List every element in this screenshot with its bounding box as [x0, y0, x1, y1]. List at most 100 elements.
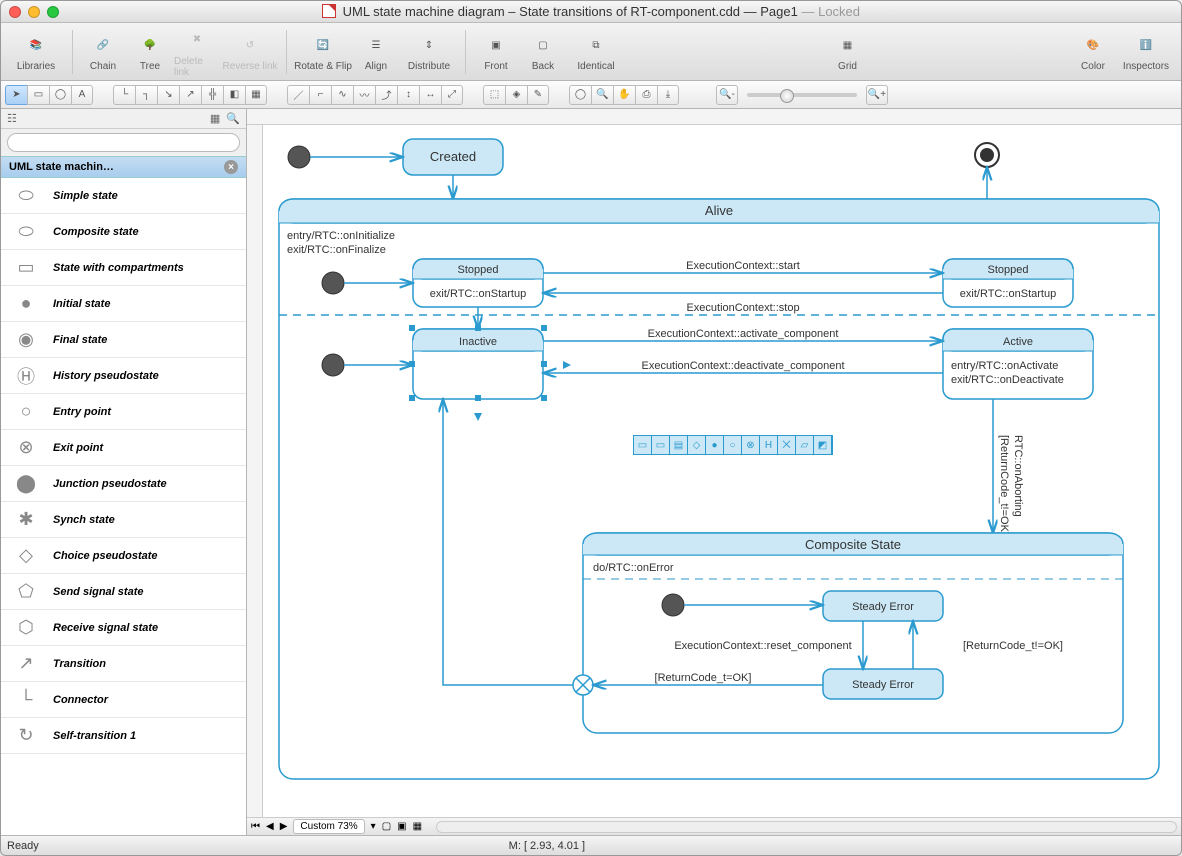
sidebar-tab-libs-icon[interactable]: ☷ [7, 112, 17, 125]
page-nav-next-icon[interactable]: ▶ [280, 821, 288, 832]
inspectors-button[interactable]: ℹ️Inspectors [1117, 25, 1175, 79]
sidebar-item[interactable]: ◉Final state [1, 322, 246, 358]
identical-button[interactable]: ⧉Identical [567, 25, 625, 79]
line-tool-3[interactable]: ∿ [331, 85, 353, 105]
svg-text:Inactive: Inactive [459, 336, 497, 348]
svg-text:exit/RTC::onStartup: exit/RTC::onStartup [430, 288, 526, 300]
view-mode-3-icon[interactable]: ▦ [413, 821, 422, 832]
text-tool[interactable]: A [71, 85, 93, 105]
shape-label: Entry point [53, 406, 111, 418]
sidebar-search-input[interactable] [7, 133, 240, 152]
view-mode-2-icon[interactable]: ▣ [397, 821, 406, 832]
mini-simple-state-icon[interactable]: ▭ [634, 436, 652, 454]
svg-text:exit/RTC::onDeactivate: exit/RTC::onDeactivate [951, 374, 1064, 386]
sidebar-tabs: ☷ ▦ 🔍 [1, 109, 246, 129]
line-tool-5[interactable]: ⤴ [375, 85, 397, 105]
mini-initial-icon[interactable]: ● [706, 436, 724, 454]
conn-tool-2[interactable]: ┐ [135, 85, 157, 105]
mini-exit-icon[interactable]: ⊗ [742, 436, 760, 454]
zoom-tool[interactable]: 🔍 [591, 85, 613, 105]
conn-tool-3[interactable]: ↘ [157, 85, 179, 105]
horizontal-scrollbar[interactable] [436, 821, 1177, 833]
pointer-tool[interactable]: ➤ [5, 85, 27, 105]
zoom-in[interactable]: 🔍+ [866, 85, 888, 105]
zoom-slider[interactable] [747, 93, 857, 97]
grid-button[interactable]: ▦Grid [825, 25, 871, 79]
main-toolbar: 📚Libraries 🔗Chain 🌳Tree ✖Delete link ↺Re… [1, 23, 1181, 81]
sidebar-category-header[interactable]: UML state machin… × [1, 156, 246, 178]
align-button[interactable]: ☰Align [353, 25, 399, 79]
sidebar-item[interactable]: ⬭Simple state [1, 178, 246, 214]
selection-shape-palette[interactable]: ▭ ▭ ▤ ◇ ● ○ ⊗ H ⨉ ▱ ◩ [633, 435, 833, 455]
conn-tool-4[interactable]: ↗ [179, 85, 201, 105]
zoom-out[interactable]: 🔍- [716, 85, 738, 105]
mini-compart-icon[interactable]: ▤ [670, 436, 688, 454]
line-tool-8[interactable]: ⤢ [441, 85, 463, 105]
hand-tool[interactable]: ✋ [613, 85, 635, 105]
zoom-display[interactable]: Custom 73% [293, 819, 364, 834]
tree-button[interactable]: 🌳Tree [127, 25, 173, 79]
line-tool-7[interactable]: ↔ [419, 85, 441, 105]
distribute-button[interactable]: ⇕Distribute [400, 25, 458, 79]
sidebar-item[interactable]: ↗Transition [1, 646, 246, 682]
chain-button[interactable]: 🔗Chain [80, 25, 126, 79]
view-mode-1-icon[interactable]: ▢ [382, 821, 391, 832]
sidebar-item[interactable]: ○Entry point [1, 394, 246, 430]
ellipse-tool[interactable]: ◯ [49, 85, 71, 105]
mini-recv-icon[interactable]: ◩ [814, 436, 832, 454]
print-area-tool[interactable]: ⎙ [635, 85, 657, 105]
conn-tool-5[interactable]: ╬ [201, 85, 223, 105]
sidebar-item[interactable]: ⬠Send signal state [1, 574, 246, 610]
export-tool[interactable]: ⤓ [657, 85, 679, 105]
sidebar-item[interactable]: ↻Self-transition 1 [1, 718, 246, 754]
rotate-flip-button[interactable]: 🔄Rotate & Flip [294, 25, 352, 79]
zoom-dropdown-icon[interactable]: ▾ [371, 821, 376, 832]
conn-tool-6[interactable]: ◧ [223, 85, 245, 105]
back-button[interactable]: ▢Back [520, 25, 566, 79]
misc-tool-1[interactable]: ⬚ [483, 85, 505, 105]
misc-tool-2[interactable]: ◈ [505, 85, 527, 105]
delete-link-button[interactable]: ✖Delete link [174, 25, 220, 79]
mini-entry-icon[interactable]: ○ [724, 436, 742, 454]
page-nav-prev-icon[interactable]: ◀ [266, 821, 274, 832]
mini-choice-icon[interactable]: ◇ [688, 436, 706, 454]
front-button[interactable]: ▣Front [473, 25, 519, 79]
sidebar-item[interactable]: ⬭Composite state [1, 214, 246, 250]
sidebar-tab-search-icon[interactable]: 🔍 [226, 112, 240, 125]
mini-send-icon[interactable]: ▱ [796, 436, 814, 454]
drawing-canvas[interactable]: Created [263, 125, 1181, 817]
mini-junction-icon[interactable]: ⨉ [778, 436, 796, 454]
line-tool-2[interactable]: ⌐ [309, 85, 331, 105]
sidebar-item[interactable]: ●Initial state [1, 286, 246, 322]
line-tool-4[interactable]: 〰 [353, 85, 375, 105]
sidebar-item[interactable]: ⬡Receive signal state [1, 610, 246, 646]
line-tool-1[interactable]: ／ [287, 85, 309, 105]
sidebar-item[interactable]: ⬤Junction pseudostate [1, 466, 246, 502]
sidebar-item[interactable]: ✱Synch state [1, 502, 246, 538]
mini-history-icon[interactable]: H [760, 436, 778, 454]
shape-thumb-icon: └ [7, 687, 45, 713]
reverse-link-button[interactable]: ↺Reverse link [221, 25, 279, 79]
shape-thumb-icon: ⬡ [7, 615, 45, 641]
sidebar-tab-grid-icon[interactable]: ▦ [210, 112, 220, 125]
sidebar-item[interactable]: ⒽHistory pseudostate [1, 358, 246, 394]
shape-label: Send signal state [53, 586, 143, 598]
svg-text:ExecutionContext::stop: ExecutionContext::stop [686, 302, 799, 314]
sidebar-item[interactable]: └Connector [1, 682, 246, 718]
sidebar-item[interactable]: ◇Choice pseudostate [1, 538, 246, 574]
page-nav-first-icon[interactable]: ⏮ [251, 821, 260, 832]
conn-tool-1[interactable]: └ [113, 85, 135, 105]
misc-tool-3[interactable]: ✎ [527, 85, 549, 105]
sidebar-category-close-icon[interactable]: × [224, 160, 238, 174]
mini-composite-icon[interactable]: ▭ [652, 436, 670, 454]
shape-thumb-icon: ◉ [7, 327, 45, 353]
rect-tool[interactable]: ▭ [27, 85, 49, 105]
color-button[interactable]: 🎨Color [1070, 25, 1116, 79]
sidebar-item[interactable]: ⊗Exit point [1, 430, 246, 466]
svg-text:entry/RTC::onInitialize: entry/RTC::onInitialize [287, 230, 395, 242]
sidebar-item[interactable]: ▭State with compartments [1, 250, 246, 286]
libraries-button[interactable]: 📚Libraries [7, 25, 65, 79]
view-tool-1[interactable]: ◯ [569, 85, 591, 105]
conn-tool-7[interactable]: ▦ [245, 85, 267, 105]
line-tool-6[interactable]: ↕ [397, 85, 419, 105]
